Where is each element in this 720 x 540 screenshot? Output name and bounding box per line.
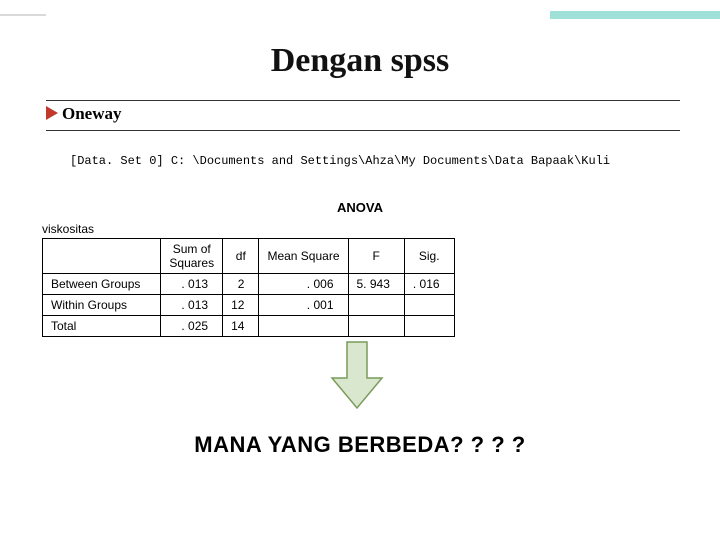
row-label: Between Groups [43,274,161,295]
question-text: MANA YANG BERBEDA? ? ? ? [0,432,720,458]
cell-df: 14 [223,316,259,337]
cell-ss: . 013 [161,295,223,316]
cell-df: 12 [223,295,259,316]
section-heading: Oneway [62,104,122,124]
table-row: Within Groups . 013 12 . 001 [43,295,455,316]
slide-title: Dengan spss [0,42,720,80]
anova-table: Sum of Squares df Mean Square F Sig. Bet… [42,238,455,337]
table-row: Total . 025 14 [43,316,455,337]
top-decoration [0,10,720,20]
cell-sig: . 016 [404,274,454,295]
col-blank [43,239,161,274]
cell-ms [259,316,348,337]
arrow-shape [332,342,382,408]
col-sig: Sig. [404,239,454,274]
row-label: Within Groups [43,295,161,316]
cell-f [348,316,404,337]
cell-ms: . 006 [259,274,348,295]
cell-ss: . 013 [161,274,223,295]
cell-f: 5. 943 [348,274,404,295]
rule-bottom [46,130,680,131]
cell-f [348,295,404,316]
anova-title: ANOVA [0,200,720,215]
dv-label: viskositas [42,222,94,236]
cell-sig [404,316,454,337]
table-header-row: Sum of Squares df Mean Square F Sig. [43,239,455,274]
col-f: F [348,239,404,274]
dataset-path: [Data. Set 0] C: \Documents and Settings… [70,154,690,168]
col-df: df [223,239,259,274]
cell-sig [404,295,454,316]
cell-ms: . 001 [259,295,348,316]
col-ss: Sum of Squares [161,239,223,274]
col-ms: Mean Square [259,239,348,274]
bullet-arrow-icon [46,106,58,120]
rule-top [46,100,680,101]
table-row: Between Groups . 013 2 . 006 5. 943 . 01… [43,274,455,295]
cell-df: 2 [223,274,259,295]
down-arrow-icon [330,340,384,410]
row-label: Total [43,316,161,337]
cell-ss: . 025 [161,316,223,337]
